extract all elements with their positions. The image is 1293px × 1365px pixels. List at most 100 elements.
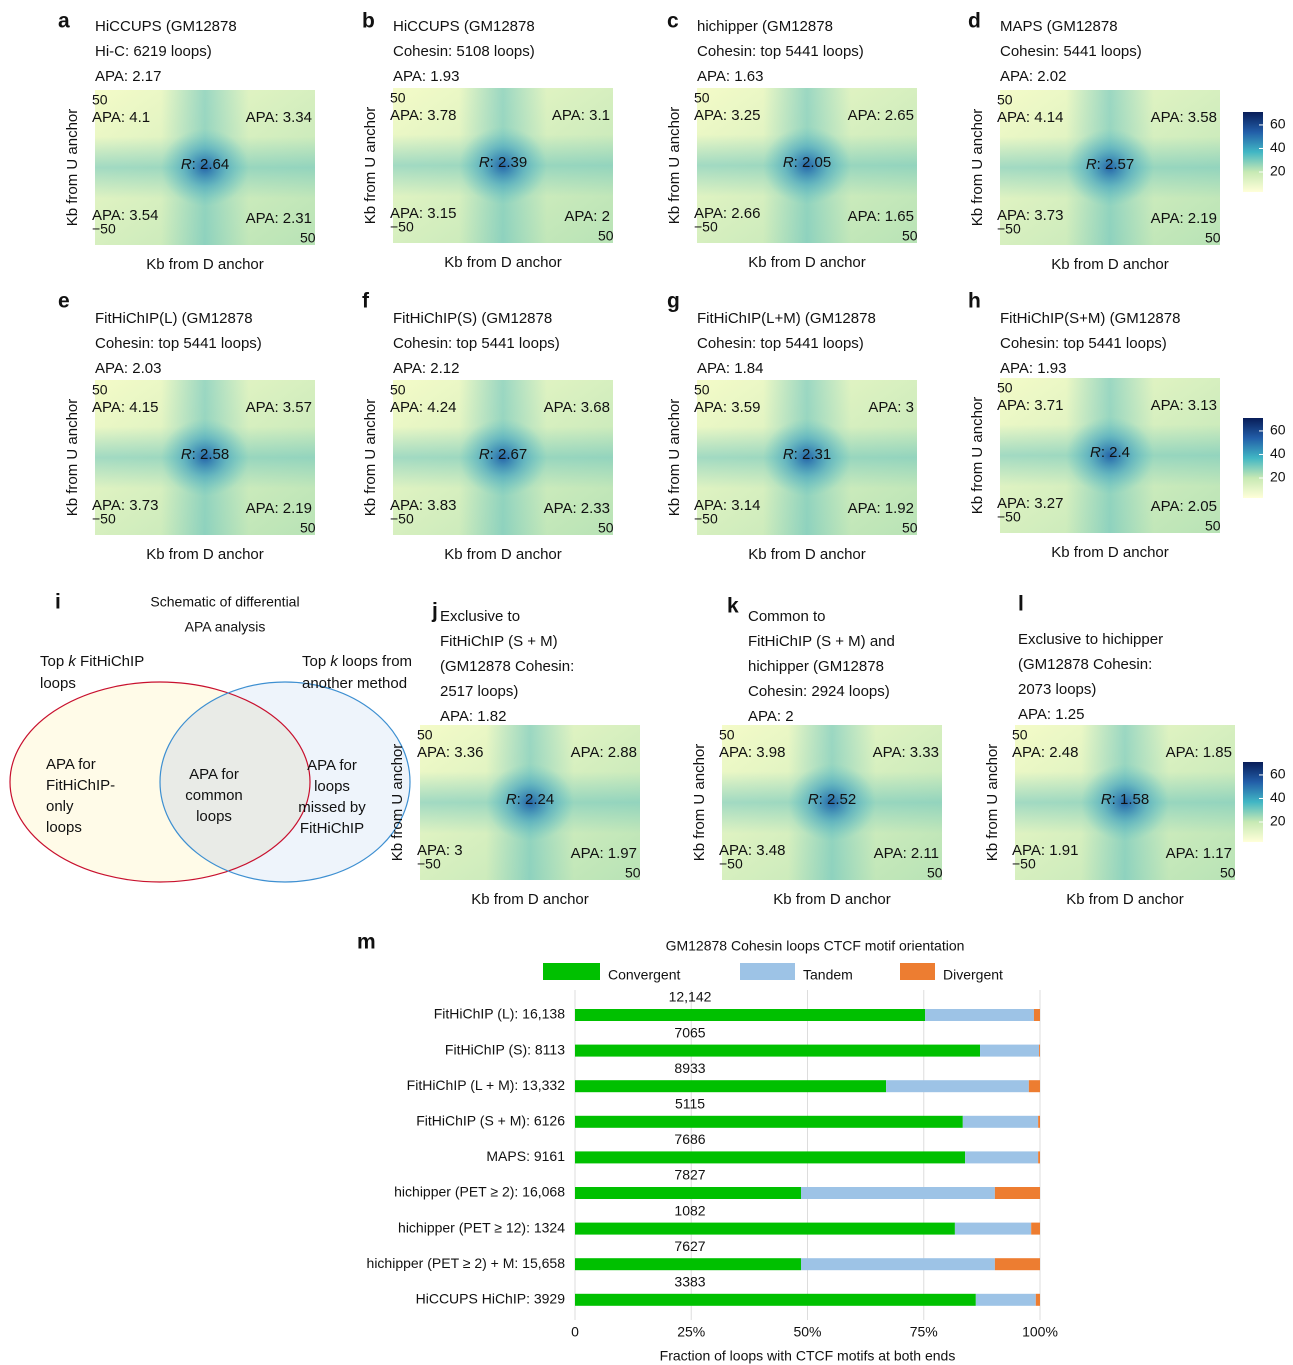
panel-apa: APA: 1.63	[697, 68, 763, 85]
center-ratio-part: : 2.05	[794, 154, 832, 171]
x-axis-label: Kb from D anchor	[1051, 256, 1169, 273]
quadrant-apa: APA: 1.97	[571, 845, 637, 862]
y-axis-label: Kb from U anchor	[984, 744, 1001, 862]
quadrant-apa: APA: 3.73	[92, 497, 158, 514]
panel-title: Exclusive to	[440, 608, 520, 625]
panel-apa: APA: 2.03	[95, 360, 161, 377]
panel-title: FitHiChIP(S) (GM12878	[393, 310, 552, 327]
tick-label: 50	[598, 228, 614, 244]
heatmap-center	[788, 763, 876, 842]
panel-letter: e	[58, 290, 70, 313]
region-text: FitHiChIP-	[46, 777, 115, 794]
legend-swatch	[543, 963, 600, 980]
bar-segment	[800, 1258, 995, 1271]
set-label-part: loops	[40, 675, 76, 692]
center-ratio-part: R	[1086, 156, 1097, 173]
bar-annotation: 3383	[674, 1274, 705, 1290]
tick-label: 50	[927, 865, 943, 881]
center-ratio: R: 2.67	[479, 446, 527, 463]
heatmap-center	[486, 763, 574, 842]
tick-label: −50	[390, 511, 414, 527]
panel-title: Cohesin: 5108 loops)	[393, 43, 535, 60]
tick-label: 50	[92, 382, 108, 398]
bar-annotation: 8933	[674, 1060, 705, 1076]
x-axis-label: Kb from D anchor	[444, 546, 562, 563]
center-ratio-part: R	[181, 156, 192, 173]
quadrant-apa: APA: 3.25	[694, 107, 760, 124]
tick-label: 50	[390, 90, 406, 106]
category-label: FitHiChIP (S + M): 6126	[416, 1113, 565, 1129]
center-ratio-part: R	[506, 791, 517, 808]
bar-segment	[1033, 1009, 1040, 1021]
quadrant-apa: APA: 1.65	[848, 208, 914, 225]
tick-label: −50	[694, 511, 718, 527]
tick-label: −50	[997, 509, 1021, 525]
tick-label: −50	[719, 856, 743, 872]
region-text: loops	[314, 778, 350, 795]
bar-segment	[994, 1258, 1040, 1271]
tick-label: −50	[92, 221, 116, 237]
quadrant-apa: APA: 3.83	[390, 497, 456, 514]
heatmap-center	[459, 126, 547, 205]
center-ratio-part: : 1.58	[1112, 791, 1150, 808]
y-axis-label: Kb from U anchor	[691, 744, 708, 862]
panel-title: Cohesin: 5441 loops)	[1000, 43, 1142, 60]
quadrant-apa: APA: 2.05	[1151, 498, 1217, 515]
left-outline	[9, 681, 311, 883]
x-tick-label: 25%	[677, 1324, 705, 1340]
colorbar-tick-label: 20	[1270, 163, 1286, 179]
x-axis-label: Kb from D anchor	[748, 254, 866, 271]
quadrant-apa: APA: 3.27	[997, 495, 1063, 512]
quadrant-apa: APA: 3.54	[92, 207, 158, 224]
center-ratio-part: : 2.4	[1101, 444, 1130, 461]
x-axis-label: Kb from D anchor	[471, 891, 589, 908]
set-label-part: FitHiChIP	[76, 653, 144, 670]
tick-label: 50	[1205, 518, 1221, 534]
tick-label: 50	[625, 865, 641, 881]
heatmap-center	[161, 128, 249, 207]
set-label-part: Top	[40, 653, 68, 670]
legend-label: Tandem	[803, 967, 853, 983]
bar-segment	[980, 1044, 1040, 1057]
x-axis-label: Kb from D anchor	[444, 254, 562, 271]
panel-letter: h	[968, 290, 981, 313]
colorbar-tick-label: 60	[1270, 422, 1286, 438]
panel-title: FitHiChIP (S + M) and	[748, 633, 895, 650]
heatmap-center	[1081, 763, 1169, 842]
x-axis-label: Kb from D anchor	[146, 546, 264, 563]
panel-title: Cohesin: top 5441 loops)	[1000, 335, 1167, 352]
panel-title: (GM12878 Cohesin:	[1018, 656, 1152, 673]
colorbar-tick-label: 20	[1270, 813, 1286, 829]
tick-label: 50	[997, 380, 1013, 396]
panel-apa: APA: 2.17	[95, 68, 161, 85]
x-axis-label: Kb from D anchor	[1066, 891, 1184, 908]
region-text: only	[46, 798, 74, 815]
quadrant-apa: APA: 3.36	[417, 744, 483, 761]
overlap	[160, 682, 310, 882]
colorbar	[1243, 418, 1263, 498]
heatmap-center	[763, 418, 851, 497]
category-label: MAPS: 9161	[486, 1148, 565, 1164]
panel-apa: APA: 1.93	[393, 68, 459, 85]
y-axis-label: Kb from U anchor	[389, 744, 406, 862]
bar-annotation: 5115	[675, 1096, 705, 1112]
panel-apa: APA: 1.84	[697, 360, 763, 377]
panel-letter: f	[362, 290, 370, 313]
panel-title: Cohesin: top 5441 loops)	[95, 335, 262, 352]
legend-swatch	[900, 963, 935, 980]
schematic-title: Schematic of differential	[150, 594, 299, 610]
center-ratio-part: R	[479, 154, 490, 171]
center-ratio-part: : 2.67	[490, 446, 528, 463]
bar-segment	[1031, 1222, 1040, 1235]
region-text: common	[185, 787, 243, 804]
panel-title: Hi-C: 6219 loops)	[95, 43, 212, 60]
center-ratio-part: : 2.24	[517, 791, 555, 808]
panel-apa: APA: 1.25	[1018, 706, 1084, 723]
panel-letter: d	[968, 10, 981, 33]
x-axis-label: Kb from D anchor	[146, 256, 264, 273]
set-label: Top k FitHiChIP	[40, 653, 144, 670]
category-label: hichipper (PET ≥ 12): 1324	[398, 1219, 565, 1235]
set-label-part: k	[330, 653, 339, 670]
bar-annotation: 7827	[674, 1167, 705, 1183]
bar-segment	[975, 1293, 1036, 1306]
